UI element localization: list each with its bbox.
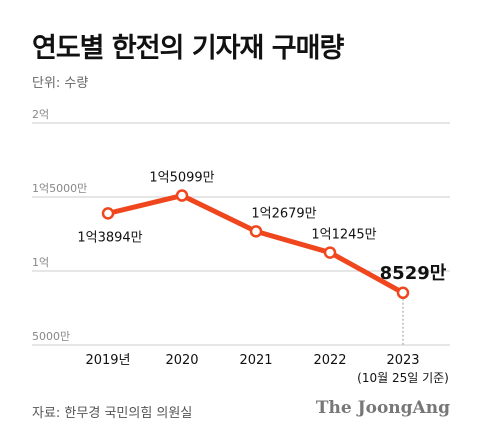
- data-label: 8529만: [380, 263, 447, 284]
- y-tick-label: 1억5000만: [32, 182, 87, 195]
- chart-title: 연도별 한전의 기자재 구매량: [32, 33, 344, 64]
- x-tick-label: 2019년: [85, 353, 130, 368]
- data-point: [249, 225, 263, 238]
- x-tick-sublabel: (10월 25일 기준): [357, 371, 449, 385]
- data-label: 1억1245만: [311, 228, 376, 243]
- data-point: [396, 286, 410, 300]
- data-point: [175, 189, 189, 202]
- x-tick-label: 2022: [313, 353, 346, 368]
- x-tick-label: 2020: [165, 353, 198, 368]
- x-tick-label: 2023: [386, 353, 419, 368]
- data-point: [323, 246, 337, 259]
- brand-logo: The JoongAng: [315, 398, 450, 418]
- data-point: [101, 207, 115, 220]
- y-tick-label: 1억: [32, 256, 49, 269]
- unit-label: 단위: 수량: [32, 76, 89, 91]
- y-tick-label: 2억: [32, 108, 49, 121]
- data-label: 1억2679만: [251, 206, 316, 221]
- data-label: 1억5099만: [149, 171, 214, 186]
- data-label: 1억3894만: [77, 230, 142, 245]
- y-tick-label: 5000만: [32, 330, 70, 343]
- x-tick-label: 2021: [239, 353, 272, 368]
- source-note: 자료: 한무경 국민의힘 의원실: [32, 406, 193, 421]
